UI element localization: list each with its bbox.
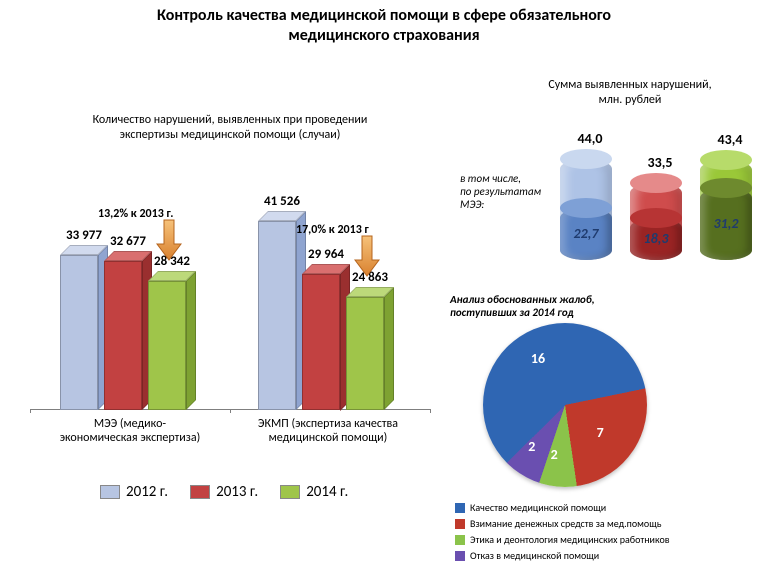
pie-legend: Качество медицинской помощиВзимание дене…	[455, 500, 765, 564]
category-label: ЭКМП (экспертиза качествамедицинской пом…	[233, 418, 423, 446]
left-chart-subtitle: Количество нарушений, выявленных при про…	[20, 113, 440, 143]
cylinder-total-label: 33,5	[634, 154, 686, 171]
bar	[302, 274, 340, 411]
legend-item: 2013 г.	[190, 483, 258, 501]
pie-slice-label: 7	[597, 424, 604, 441]
violations-sum-title: Сумма выявленных нарушений, млн. рублей	[500, 78, 760, 108]
down-arrow-icon	[354, 234, 380, 283]
page-title: Контроль качества медицинской помощи в с…	[0, 6, 768, 46]
year-legend: 2012 г. 2013 г. 2014 г.	[100, 483, 348, 501]
category-label: МЭЭ (медико-экономическая экспертиза)	[35, 418, 225, 446]
left-sub-l1: Количество нарушений, выявленных при про…	[20, 113, 440, 128]
cylinder: 18,3	[630, 183, 682, 260]
legend-item: 2014 г.	[280, 483, 348, 501]
complaints-pie-chart: 16 7 22	[483, 323, 647, 487]
bar	[258, 221, 296, 410]
bar	[104, 261, 142, 410]
pie-title: Анализ обоснованных жалоб, поступивших з…	[450, 293, 595, 319]
pie-title-l1: Анализ обоснованных жалоб,	[450, 293, 595, 306]
note-l2: по результатам	[460, 185, 541, 198]
note-l3: МЭЭ:	[460, 198, 541, 211]
pie-legend-item: Отказ в медицинской помощи	[455, 548, 765, 563]
violations-sum-note: в том числе, по результатам МЭЭ:	[460, 172, 541, 212]
cylinder-inner-label: 18,3	[630, 230, 682, 247]
left-sub-l2: экспертизы медицинской помощи (случаи)	[20, 128, 440, 143]
bar	[148, 281, 186, 410]
sum-title-l2: млн. рублей	[500, 93, 760, 108]
cylinder: 31,2	[700, 160, 752, 260]
pie-slice-label: 2	[528, 438, 535, 455]
violations-bar-chart: 33 97732 67728 342МЭЭ (медико-экономичес…	[30, 205, 430, 410]
sum-title-l1: Сумма выявленных нарушений,	[500, 78, 760, 93]
bar	[346, 297, 384, 410]
cylinder: 22,7	[560, 159, 612, 260]
pie-legend-item: Качество медицинской помощи	[455, 500, 765, 515]
note-l1: в том числе,	[460, 172, 541, 185]
pie-legend-item: Этика и деонтология медицинских работник…	[455, 532, 765, 547]
cylinder-total-label: 43,4	[704, 131, 756, 148]
pie-title-l2: поступивших за 2014 год	[450, 306, 595, 319]
pie	[483, 323, 647, 487]
legend-item: 2012 г.	[100, 483, 168, 501]
title-l1: Контроль качества медицинской помощи в с…	[0, 6, 768, 26]
bar-value-label: 32 677	[100, 234, 156, 249]
bar-value-label: 41 526	[254, 194, 310, 209]
pie-legend-item: Взимание денежных средств за мед.помощь	[455, 516, 765, 531]
violations-sum-chart: 22,7 44,0 18,3 33,5 31,2 43,4	[560, 130, 760, 260]
cylinder-inner-label: 31,2	[700, 215, 752, 232]
cylinder-inner-label: 22,7	[560, 225, 612, 242]
bar	[60, 255, 98, 410]
cylinder-total-label: 44,0	[564, 130, 616, 147]
bar-value-label: 29 964	[298, 247, 354, 262]
down-arrow-icon	[156, 218, 182, 267]
pie-slice-label: 16	[531, 350, 545, 367]
title-l2: медицинского страхования	[0, 26, 768, 46]
pie-slice-label: 2	[551, 446, 558, 463]
